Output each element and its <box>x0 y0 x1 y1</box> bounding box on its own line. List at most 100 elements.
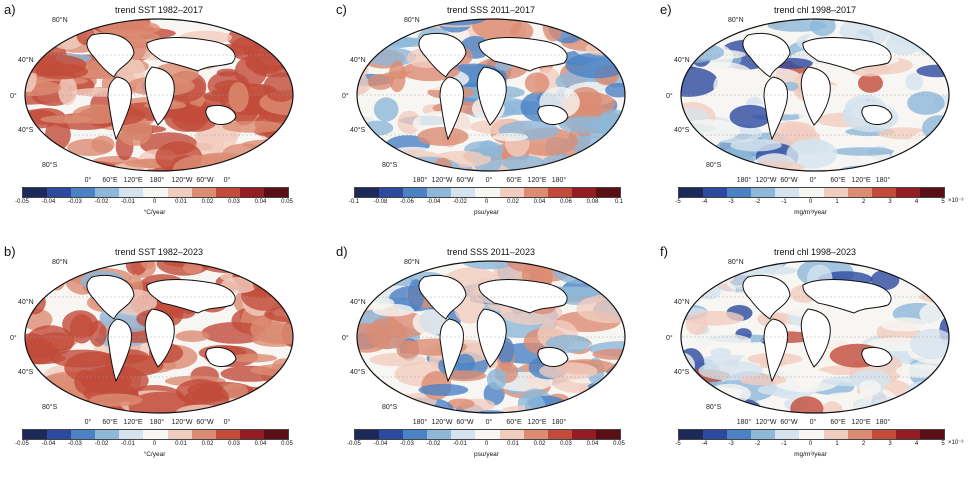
land-mass <box>800 66 831 126</box>
lat-label: 80°N <box>404 17 420 24</box>
trend-patch <box>818 365 866 376</box>
land-mass <box>146 279 236 314</box>
trend-patch <box>688 19 717 38</box>
trend-patch <box>357 26 370 50</box>
map-canvas <box>24 260 294 414</box>
colorbar-tick: 0.05 <box>281 199 293 205</box>
trend-patch <box>258 19 283 34</box>
trend-patch <box>930 141 949 167</box>
colorbar-tick: 2 <box>861 199 866 205</box>
trend-patch <box>759 266 798 275</box>
colorbar-tick: 0 <box>808 199 813 205</box>
colorbar-swatch <box>499 188 524 197</box>
trend-patch <box>681 406 704 413</box>
lon-label: 120°E <box>123 419 143 426</box>
lon-label: 180° <box>551 177 567 184</box>
trend-patch <box>559 116 620 134</box>
lon-label: 180° <box>875 419 891 426</box>
colorbar-swatch <box>215 188 240 197</box>
colorbar-swatch <box>23 430 48 439</box>
land-mass <box>742 274 791 320</box>
colorbar-swatch <box>403 430 428 439</box>
trend-patch <box>859 380 881 396</box>
colorbar-unit: psu/year <box>474 451 499 458</box>
trend-patch <box>698 360 763 381</box>
trend-patch <box>357 261 398 269</box>
land-mass <box>205 104 237 125</box>
colorbar-tick: -0.06 <box>400 199 414 205</box>
trend-patch <box>222 120 284 133</box>
colorbar-tick: 0.04 <box>254 441 267 447</box>
colorbar-tick: -0.01 <box>121 441 135 447</box>
lon-label: 180° <box>149 177 165 184</box>
trend-patch <box>246 57 293 71</box>
colorbar-exponent: ×10⁻³ <box>948 198 964 204</box>
panel-letter: b) <box>4 244 16 259</box>
panel-letter: f) <box>660 244 668 259</box>
colorbar-tick: 0.08 <box>586 199 599 205</box>
colorbar-tick: 0 <box>808 441 813 447</box>
land-mass <box>439 76 464 141</box>
lon-label: 180° <box>149 419 165 426</box>
colorbar-tick: -5 <box>675 441 681 447</box>
lat-label: 0° <box>666 93 673 100</box>
colorbar-unit: °C/year <box>143 209 166 216</box>
trend-patch <box>62 310 99 339</box>
map-outline <box>680 18 950 172</box>
panel-title: trend SST 1982–2023 <box>115 247 203 257</box>
world-map: 80°N 40°N 0° 40°S 80°S 180° 120°W 60°W 0… <box>342 15 629 184</box>
lat-label: 0° <box>342 335 349 342</box>
lon-label: 120°W <box>431 419 453 426</box>
trend-patch <box>248 393 268 403</box>
trend-patch <box>369 352 426 367</box>
colorbar-tick: -0.03 <box>400 441 414 447</box>
colorbar-swatch <box>703 188 728 197</box>
trend-patch <box>67 138 113 156</box>
trend-patch <box>492 133 528 142</box>
lat-label: 40°S <box>350 369 366 376</box>
land-mass <box>537 104 569 125</box>
trend-patch <box>880 317 929 332</box>
lon-label: 60°W <box>196 419 214 426</box>
lat-label: 40°S <box>674 127 690 134</box>
lon-label: 120°E <box>527 177 547 184</box>
lon-label: 180° <box>412 419 428 426</box>
trend-patch <box>831 147 895 156</box>
trend-patch <box>565 52 625 79</box>
colorbar-swatch <box>571 430 596 439</box>
colorbar-swatch <box>823 188 848 197</box>
colorbar-swatch <box>47 430 72 439</box>
colorbar-swatch <box>847 430 872 439</box>
lat-label: 80°N <box>52 259 68 266</box>
colorbar-tick: -1 <box>781 199 787 205</box>
trend-patch <box>252 268 274 295</box>
colorbar-swatch <box>71 430 96 439</box>
trend-patch <box>447 398 475 410</box>
panel-title: trend chl 1998–2023 <box>773 247 857 257</box>
trend-patch <box>935 370 949 387</box>
trend-patch <box>681 40 711 50</box>
colorbar-swatch <box>71 188 96 197</box>
colorbar-tick: -0.04 <box>41 441 56 447</box>
trend-patch <box>681 284 703 295</box>
colorbar-tick: -0.04 <box>373 441 388 447</box>
lat-label: 40°S <box>18 369 34 376</box>
lon-label: 180° <box>412 177 428 184</box>
lat-label: 80°S <box>382 162 398 169</box>
colorbar-swatch <box>847 188 872 197</box>
colorbar <box>354 187 621 198</box>
trend-patch <box>25 25 49 54</box>
trend-patch <box>681 379 710 389</box>
trend-patch <box>713 72 740 101</box>
lon-label: 0° <box>809 419 817 426</box>
land-mass <box>763 76 788 141</box>
land-mass <box>478 37 568 72</box>
land-mass <box>205 346 237 367</box>
trend-patch <box>925 160 948 171</box>
colorbar-tick: -0.03 <box>68 199 82 205</box>
trend-patch <box>861 19 899 21</box>
lon-label: 0° <box>223 177 231 184</box>
colorbar-tick: 0 <box>484 441 489 447</box>
map-outline <box>356 18 626 172</box>
trend-patch <box>913 262 942 275</box>
